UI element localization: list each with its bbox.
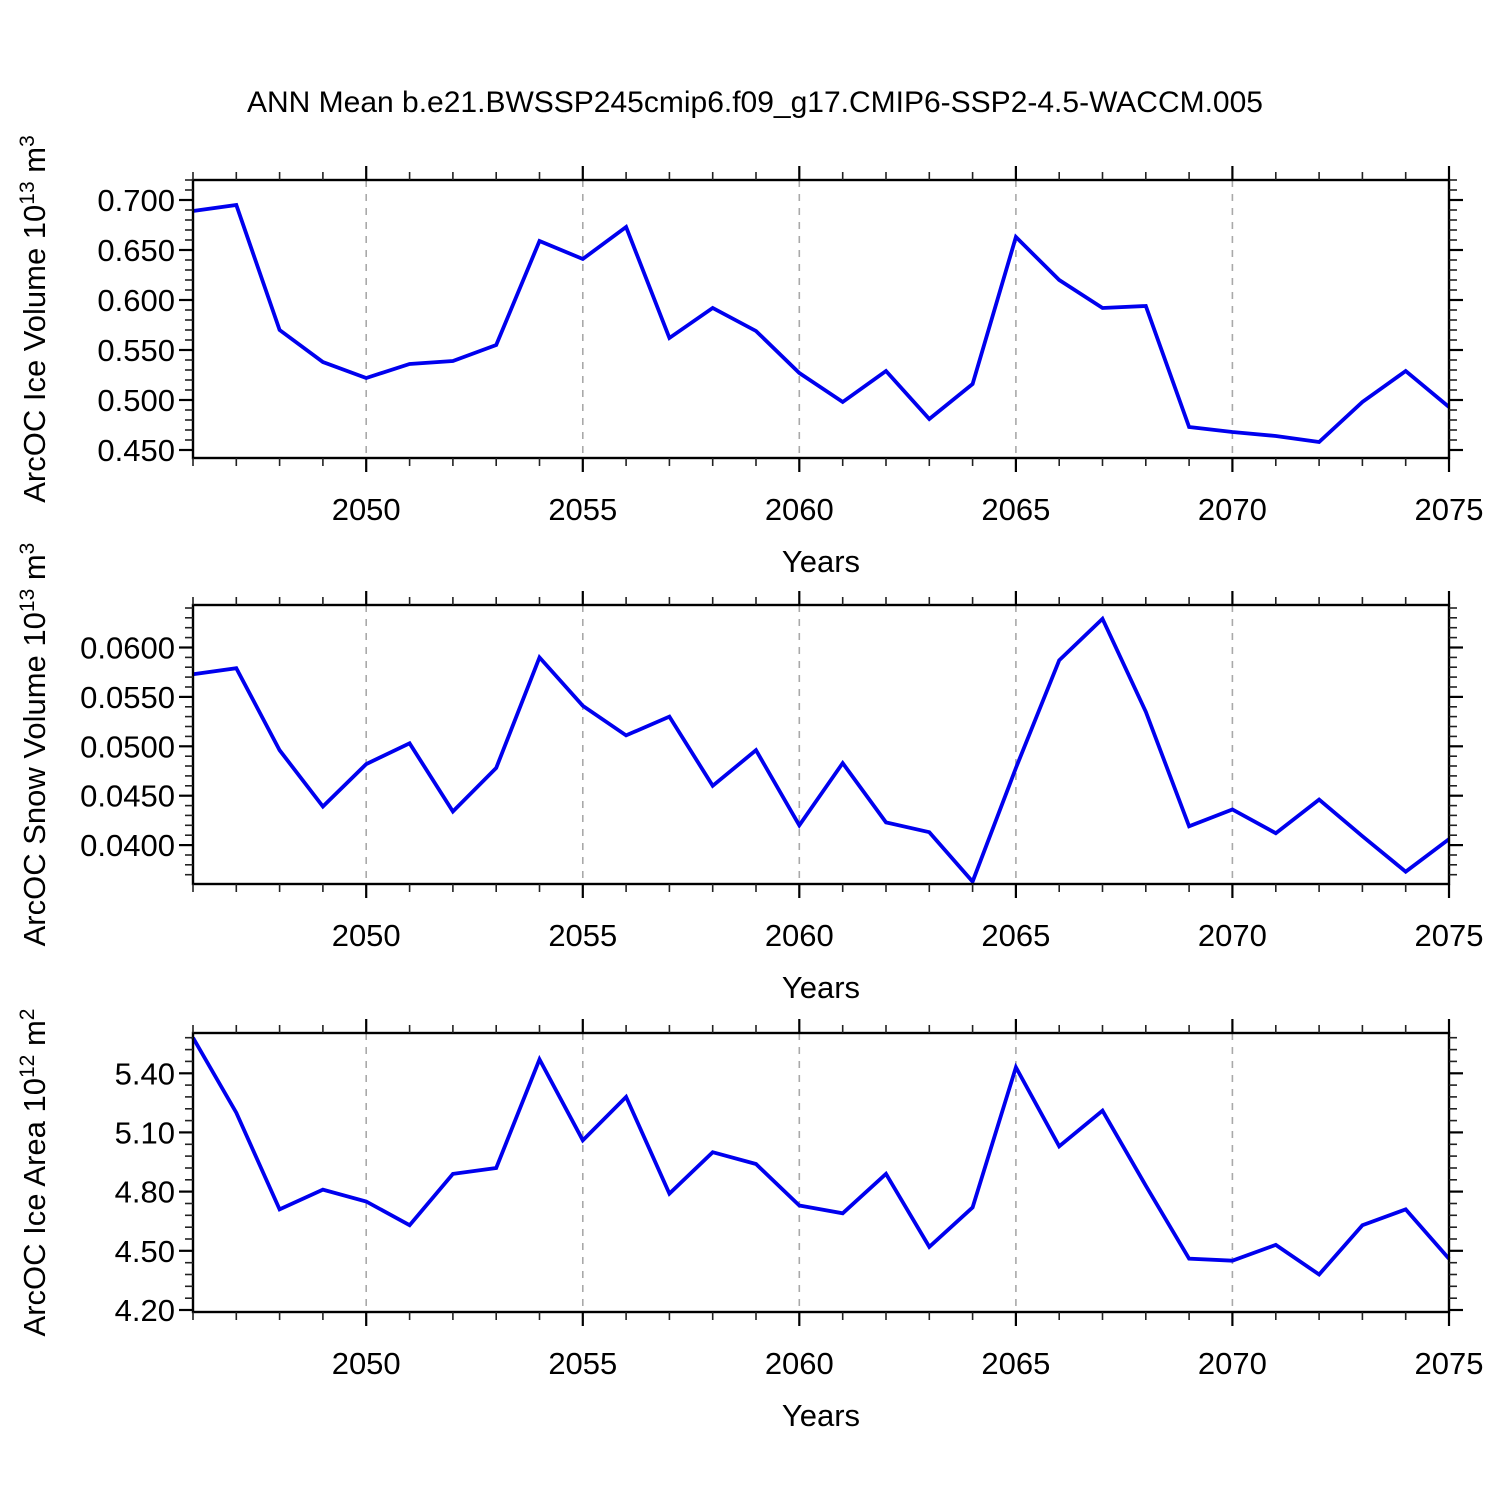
chart-title: ANN Mean b.e21.BWSSP245cmip6.f09_g17.CMI… [247, 86, 1263, 119]
x-tick-label: 2065 [981, 1346, 1050, 1381]
y-tick-label: 0.0400 [80, 828, 175, 863]
x-tick-label: 2050 [332, 492, 401, 527]
series-line-ice-area [191, 1036, 1451, 1278]
series-line-snow-volume [192, 615, 1451, 886]
y-tick-label: 0.700 [97, 183, 175, 218]
x-tick-label: 2055 [548, 1346, 617, 1381]
y-tick-label: 5.40 [115, 1056, 175, 1091]
panel-ice-area: 2050 2055 2060 2065 2070 2075 4.20 4.50 4.80 5.10… [16, 1009, 1483, 1433]
y-tick-label: 0.0450 [80, 779, 175, 814]
x-tick-label: 2055 [548, 918, 617, 953]
panel-snow-volume: 2050 2055 2060 2065 2070 2075 0.0400 0.0450 0.05… [16, 543, 1483, 1005]
x-axis-title: Years [782, 1398, 860, 1433]
x-tick-label: 2075 [1415, 1346, 1484, 1381]
x-tick-label: 2060 [765, 492, 834, 527]
x-axis-title: Years [782, 544, 860, 579]
x-axis-title: Years [782, 970, 860, 1005]
y-tick-label: 0.450 [97, 433, 175, 468]
y-tick-label: 5.10 [115, 1115, 175, 1150]
y-tick-label: 0.0500 [80, 729, 175, 764]
x-tick-label: 2065 [981, 492, 1050, 527]
y-axis-title: ArcOC Snow Volume 1013 m3 [16, 543, 52, 947]
y-tick-label: 0.600 [97, 283, 175, 318]
series-line-ice-volume [192, 202, 1451, 445]
plot-border [191, 603, 1451, 886]
y-tick-label: 0.550 [97, 333, 175, 368]
panel-ice-volume: 2050 2055 2060 2065 2070 2075 0.450 0.500 0.550 0… [16, 135, 1483, 579]
x-tick-label: 2050 [332, 1346, 401, 1381]
x-tick-label: 2065 [981, 918, 1050, 953]
x-tick-label: 2075 [1415, 918, 1484, 953]
y-axis-title: ArcOC Ice Area 1012 m2 [16, 1009, 52, 1337]
y-axis-title: ArcOC Ice Volume 1013 m3 [16, 135, 52, 503]
y-tick-label: 0.0550 [80, 680, 175, 715]
x-tick-label: 2055 [548, 492, 617, 527]
y-tick-label: 0.650 [97, 233, 175, 268]
x-tick-label: 2075 [1415, 492, 1484, 527]
y-tick-label: 4.20 [115, 1293, 175, 1328]
x-tick-label: 2060 [765, 1346, 834, 1381]
x-tick-label: 2070 [1198, 492, 1267, 527]
y-tick-label: 4.80 [115, 1175, 175, 1210]
x-tick-label: 2060 [765, 918, 834, 953]
x-tick-label: 2070 [1198, 1346, 1267, 1381]
x-tick-label: 2050 [332, 918, 401, 953]
y-tick-label: 0.0600 [80, 631, 175, 666]
plot-border [191, 178, 1451, 460]
plot-border [191, 1031, 1451, 1314]
panels-group: 2050 2055 2060 2065 2070 2075 0.450 0.500 0.550 0… [16, 135, 1483, 1433]
y-tick-label: 0.500 [97, 383, 175, 418]
x-tick-label: 2070 [1198, 918, 1267, 953]
y-tick-label: 4.50 [115, 1234, 175, 1269]
